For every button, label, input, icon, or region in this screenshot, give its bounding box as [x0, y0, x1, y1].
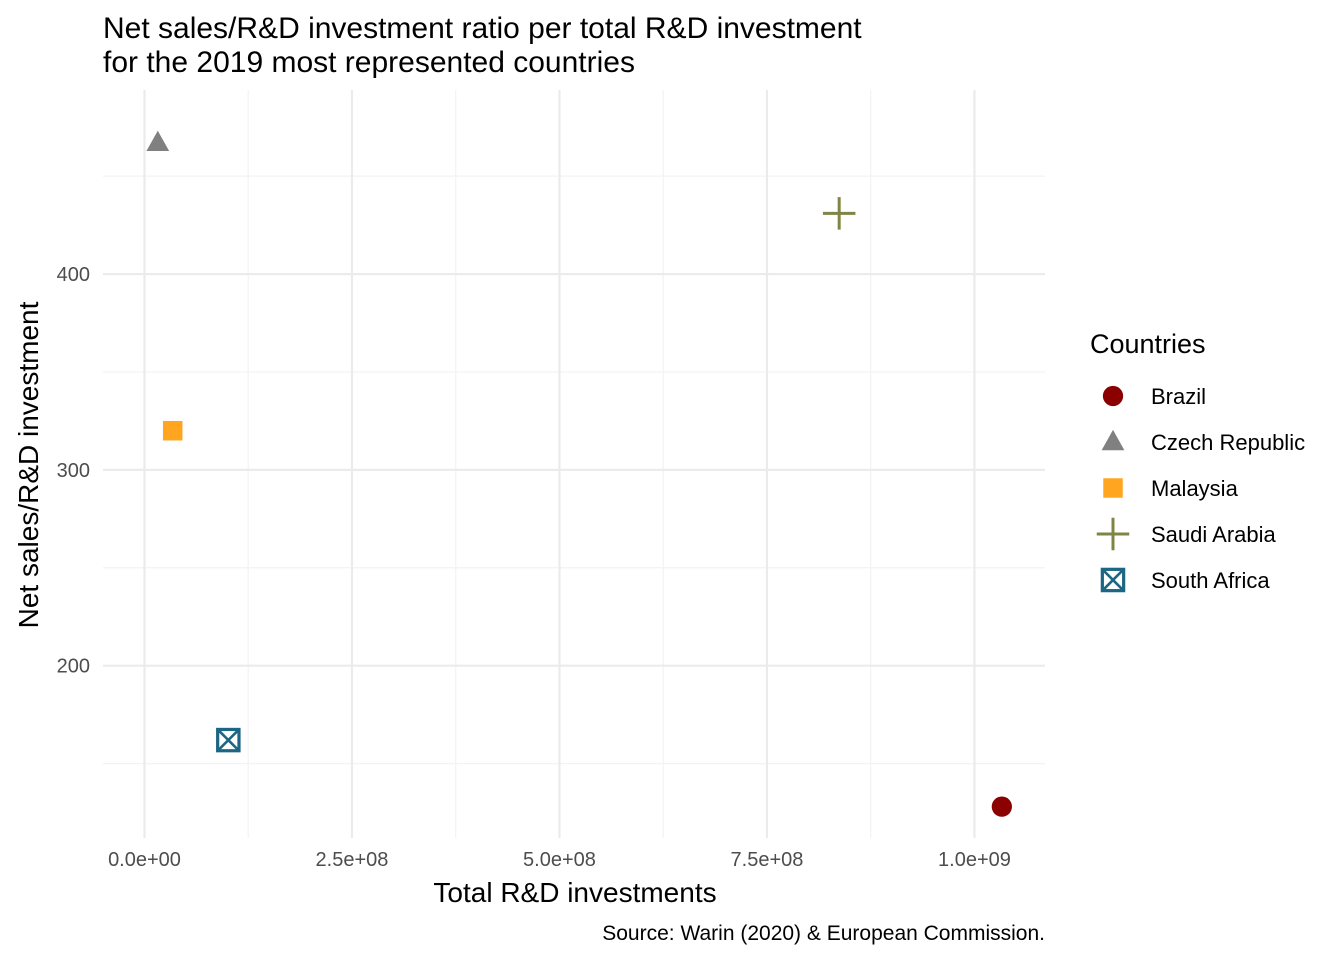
square-cross-box — [1100, 567, 1126, 593]
y-tick-label: 300 — [57, 460, 90, 482]
x-tick-label: 5.0e+08 — [523, 849, 596, 871]
x-tick-label: 0.0e+00 — [108, 849, 181, 871]
square-cross-diag2 — [216, 728, 240, 752]
legend-title: Countries — [1090, 329, 1206, 359]
point-south-africa — [216, 727, 241, 753]
square-cross-box — [216, 727, 241, 753]
x-axis-title: Total R&D investments — [433, 877, 716, 908]
y-axis-title: Net sales/R&D investment — [13, 301, 44, 628]
legend-item-south-africa: South Africa — [1100, 567, 1270, 593]
point-saudi-arabia — [822, 197, 856, 230]
legend-key-czech-republic — [1101, 429, 1125, 451]
square-marker — [1103, 478, 1123, 498]
circle-marker — [991, 796, 1012, 817]
legend-key-saudi-arabia — [1096, 517, 1130, 551]
triangle-marker — [146, 130, 170, 152]
legend-key-malaysia — [1103, 478, 1123, 498]
legend-label-saudi-arabia: Saudi Arabia — [1151, 522, 1277, 547]
legend-label-south-africa: South Africa — [1151, 568, 1270, 593]
chart-caption: Source: Warin (2020) & European Commissi… — [602, 922, 1045, 945]
legend-key-south-africa — [1100, 567, 1126, 593]
chart-title: Net sales/R&D investment ratio per total… — [103, 12, 862, 45]
chart-subtitle: for the 2019 most represented countries — [103, 46, 635, 79]
point-czech-republic — [146, 130, 170, 152]
circle-marker — [1102, 385, 1124, 407]
legend-item-brazil: Brazil — [1102, 384, 1206, 409]
grid-lines — [103, 90, 1045, 838]
point-malaysia — [162, 420, 183, 441]
legend-item-malaysia: Malaysia — [1103, 476, 1239, 501]
triangle-marker — [1101, 429, 1125, 451]
legend-key-brazil — [1102, 385, 1124, 407]
y-axis-ticks: 200 300 400 — [57, 264, 90, 678]
y-tick-label: 200 — [57, 656, 90, 678]
legend-item-saudi-arabia: Saudi Arabia — [1096, 517, 1277, 551]
square-marker — [162, 420, 183, 441]
x-tick-label: 2.5e+08 — [316, 849, 389, 871]
point-brazil — [991, 796, 1012, 817]
legend-label-malaysia: Malaysia — [1151, 476, 1239, 501]
legend-item-czech-republic: Czech Republic — [1101, 429, 1305, 455]
x-axis-ticks: 0.0e+00 2.5e+08 5.0e+08 7.5e+08 1.0e+09 — [108, 849, 1011, 871]
square-cross-diag2 — [1101, 568, 1125, 592]
y-tick-label: 400 — [57, 264, 90, 286]
x-tick-label: 1.0e+09 — [938, 849, 1011, 871]
legend-label-brazil: Brazil — [1151, 384, 1206, 409]
legend-label-czech-republic: Czech Republic — [1151, 430, 1305, 455]
data-points — [146, 130, 1012, 817]
legend: Brazil Czech Republic Malaysia Saudi Arabia… — [1096, 384, 1305, 593]
x-tick-label: 7.5e+08 — [731, 849, 804, 871]
